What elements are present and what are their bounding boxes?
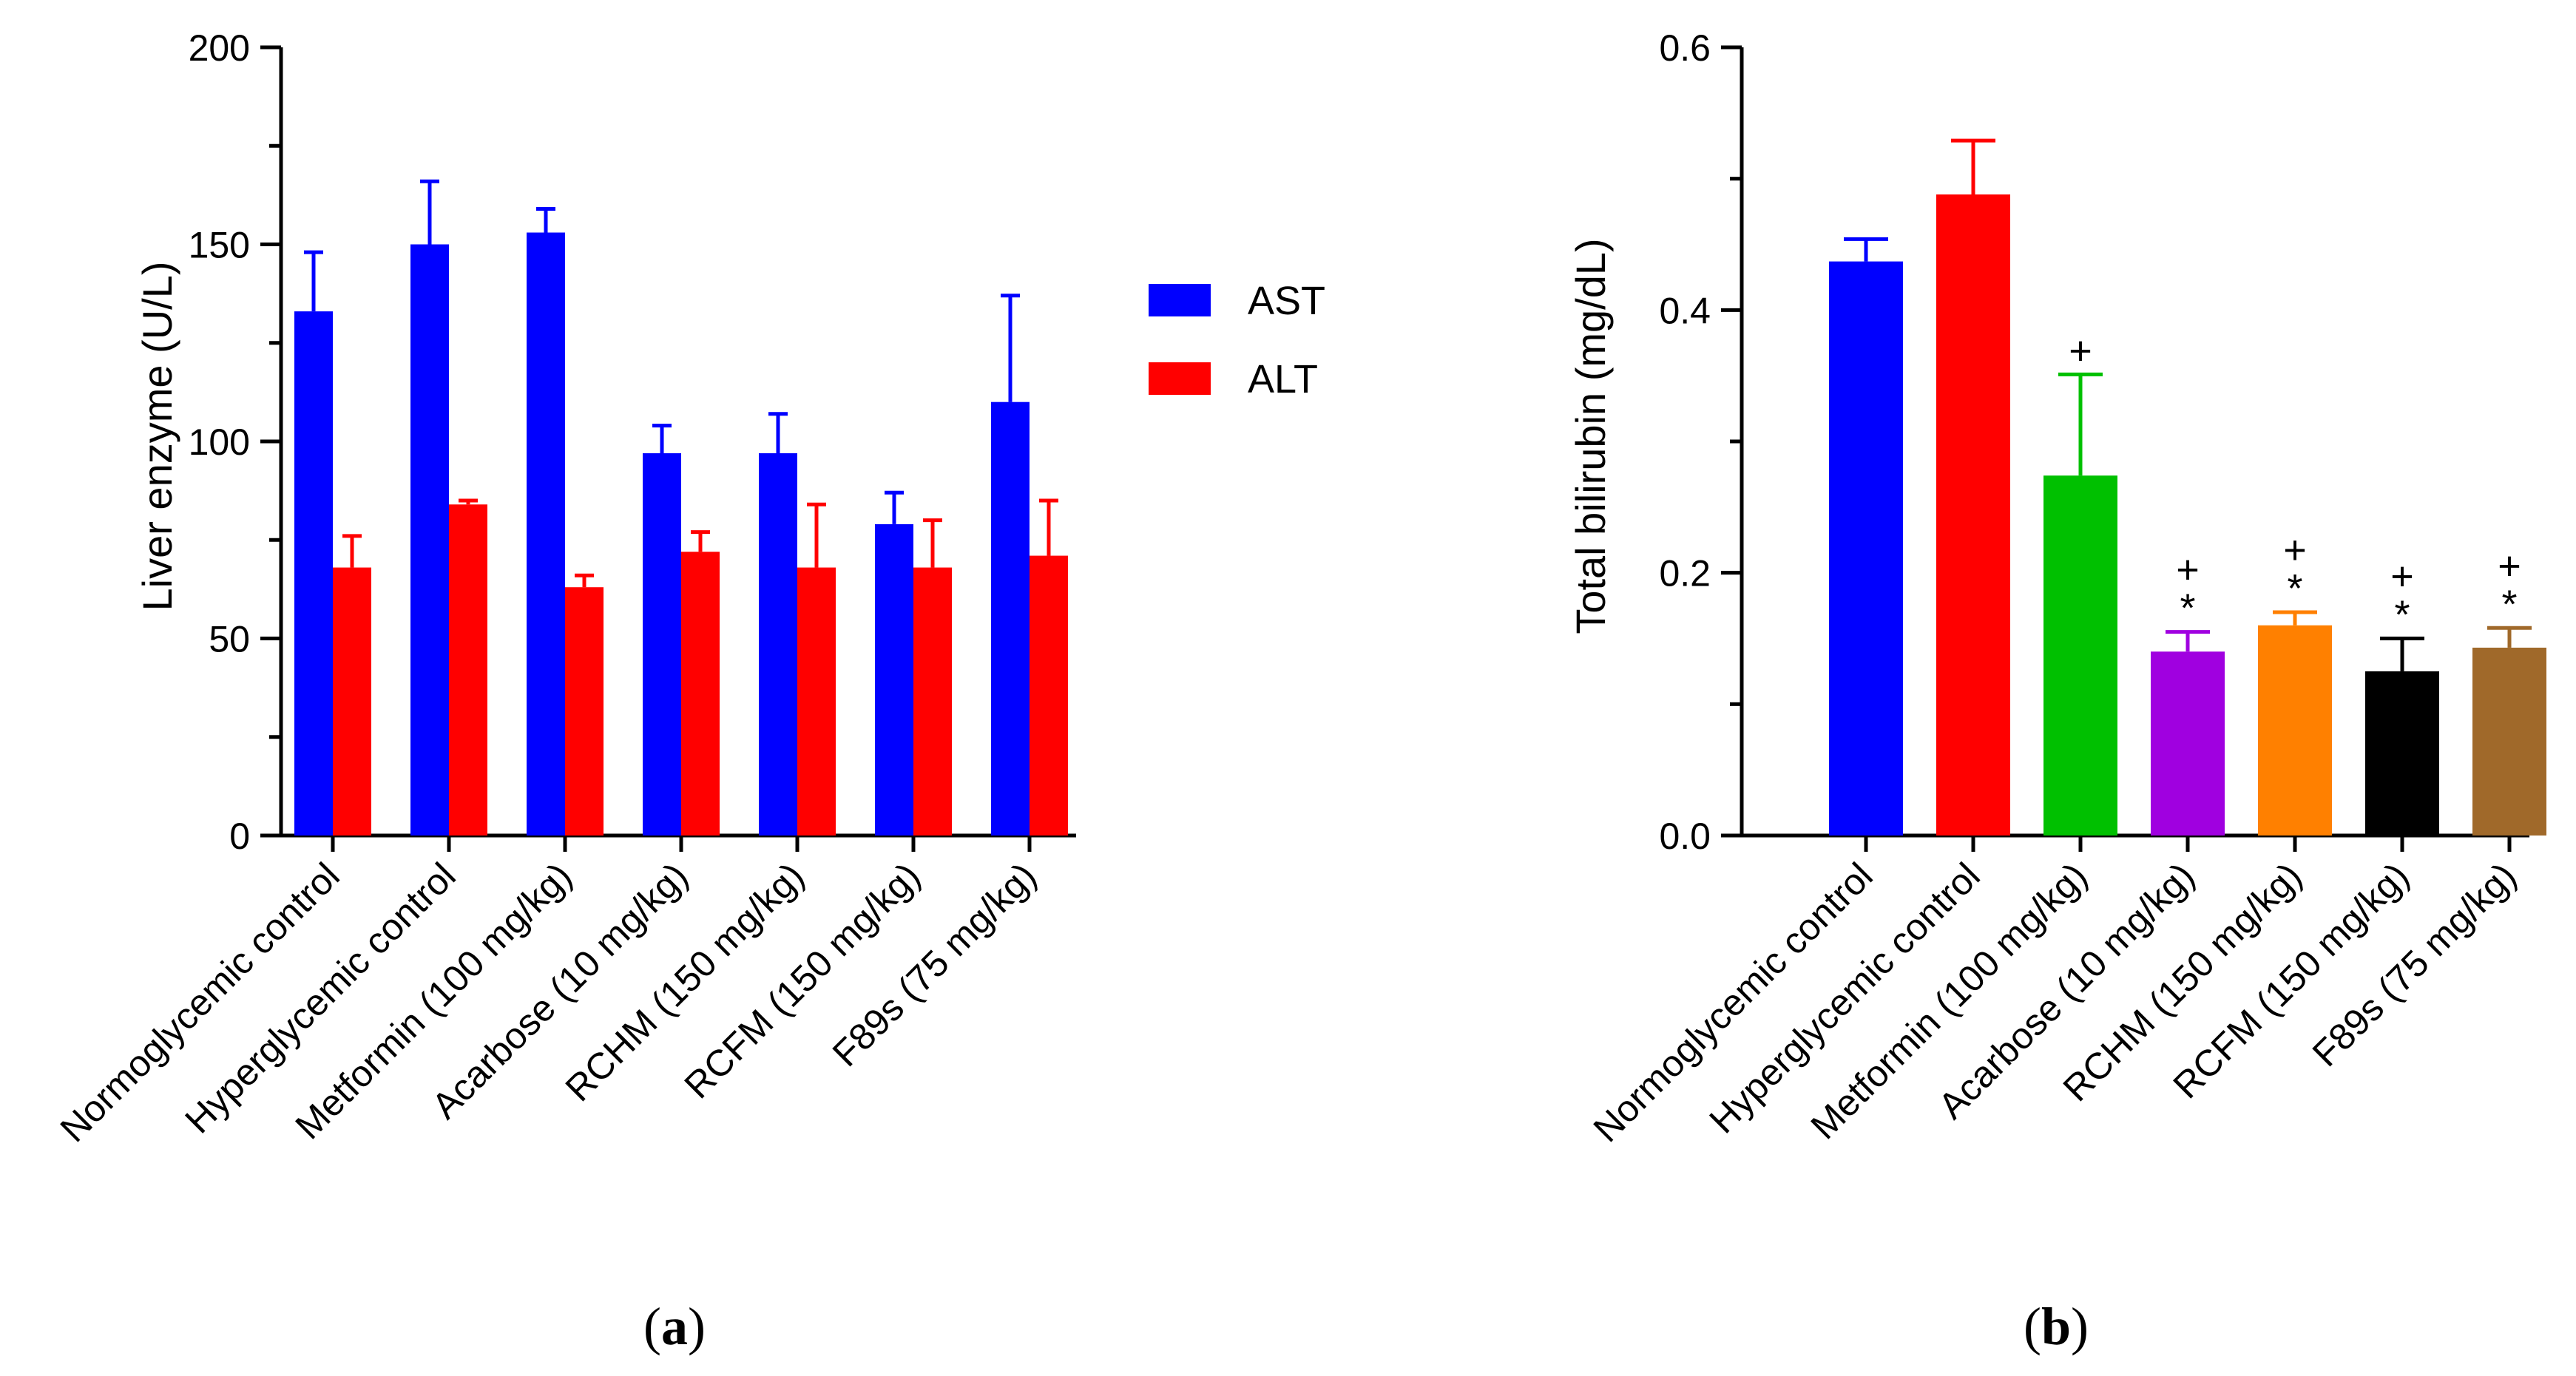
panel-a-y-tick-label: 100: [189, 421, 250, 463]
panel-a-y-tick-label: 150: [189, 225, 250, 266]
bar-bilirubin: [1829, 261, 1903, 836]
panel-b-y-tick-label: 0.2: [1659, 553, 1711, 594]
bar-alt: [797, 567, 836, 836]
bar-bilirubin: [2365, 671, 2439, 836]
bar-ast: [643, 453, 681, 836]
panel-b-y-axis-label: Total bilirubin (mg/dL): [1567, 238, 1614, 634]
bar-alt: [681, 552, 720, 836]
legend-label-alt: ALT: [1248, 357, 1318, 401]
bar-bilirubin: [1936, 194, 2010, 836]
significance-marker: + *: [2283, 528, 2307, 611]
bar-ast: [875, 523, 913, 836]
panel-b-y-tick-label: 0.4: [1659, 290, 1711, 331]
bar-ast: [527, 232, 565, 836]
panel-b-y-tick-label: 0.6: [1659, 27, 1711, 69]
bar-alt: [333, 567, 371, 836]
bar-bilirubin: [2151, 651, 2225, 836]
panel-b-y-tick-label: 0.0: [1659, 816, 1711, 857]
bar-alt: [1030, 555, 1068, 836]
legend-swatch-ast: [1149, 284, 1211, 316]
panel-a-x-tick-label: F89s (75 mg/kg): [825, 855, 1044, 1074]
significance-marker: + *: [2498, 543, 2521, 626]
bar-ast: [759, 453, 797, 836]
bar-alt: [565, 587, 604, 836]
panel-a-y-tick-label: 0: [229, 816, 250, 857]
bar-bilirubin: [2043, 475, 2117, 836]
bar-alt: [913, 567, 952, 836]
panel-b-caption: (b): [2024, 1297, 2089, 1356]
panel-a-chart: Liver enzyme (U/L) 0 50 100 150 200 Normogly…: [53, 27, 1325, 1356]
panel-a-caption: (a): [643, 1297, 706, 1356]
bar-ast: [294, 311, 333, 836]
legend-swatch-alt: [1149, 362, 1211, 395]
panel-b-bars: + + * + * + * + *: [1829, 138, 2546, 836]
bar-ast: [991, 401, 1030, 836]
panel-b-chart: Total bilirubin (mg/dL) 0.0 0.2 0.4 0.6 + + *…: [1567, 27, 2546, 1356]
bar-bilirubin: [2258, 625, 2332, 836]
panel-b-letter: b: [2041, 1297, 2071, 1356]
significance-marker: + *: [2176, 548, 2200, 631]
significance-marker: +: [2069, 328, 2092, 373]
bar-ast: [410, 244, 449, 836]
panel-a-y-tick-label: 200: [189, 27, 250, 69]
panel-a-bars: [294, 179, 1068, 836]
bar-bilirubin: [2472, 647, 2546, 836]
panel-a-y-tick-label: 50: [209, 619, 250, 660]
panel-a-letter: a: [661, 1297, 688, 1356]
legend-label-ast: AST: [1248, 279, 1325, 323]
bar-alt: [449, 504, 487, 836]
panel-a-y-axis-label: Liver enzyme (U/L): [134, 261, 180, 611]
panel-a-legend: AST ALT: [1149, 279, 1325, 401]
panel-b-x-tick-label: F89s (75 mg/kg): [2305, 855, 2524, 1074]
significance-marker: + *: [2390, 555, 2414, 637]
